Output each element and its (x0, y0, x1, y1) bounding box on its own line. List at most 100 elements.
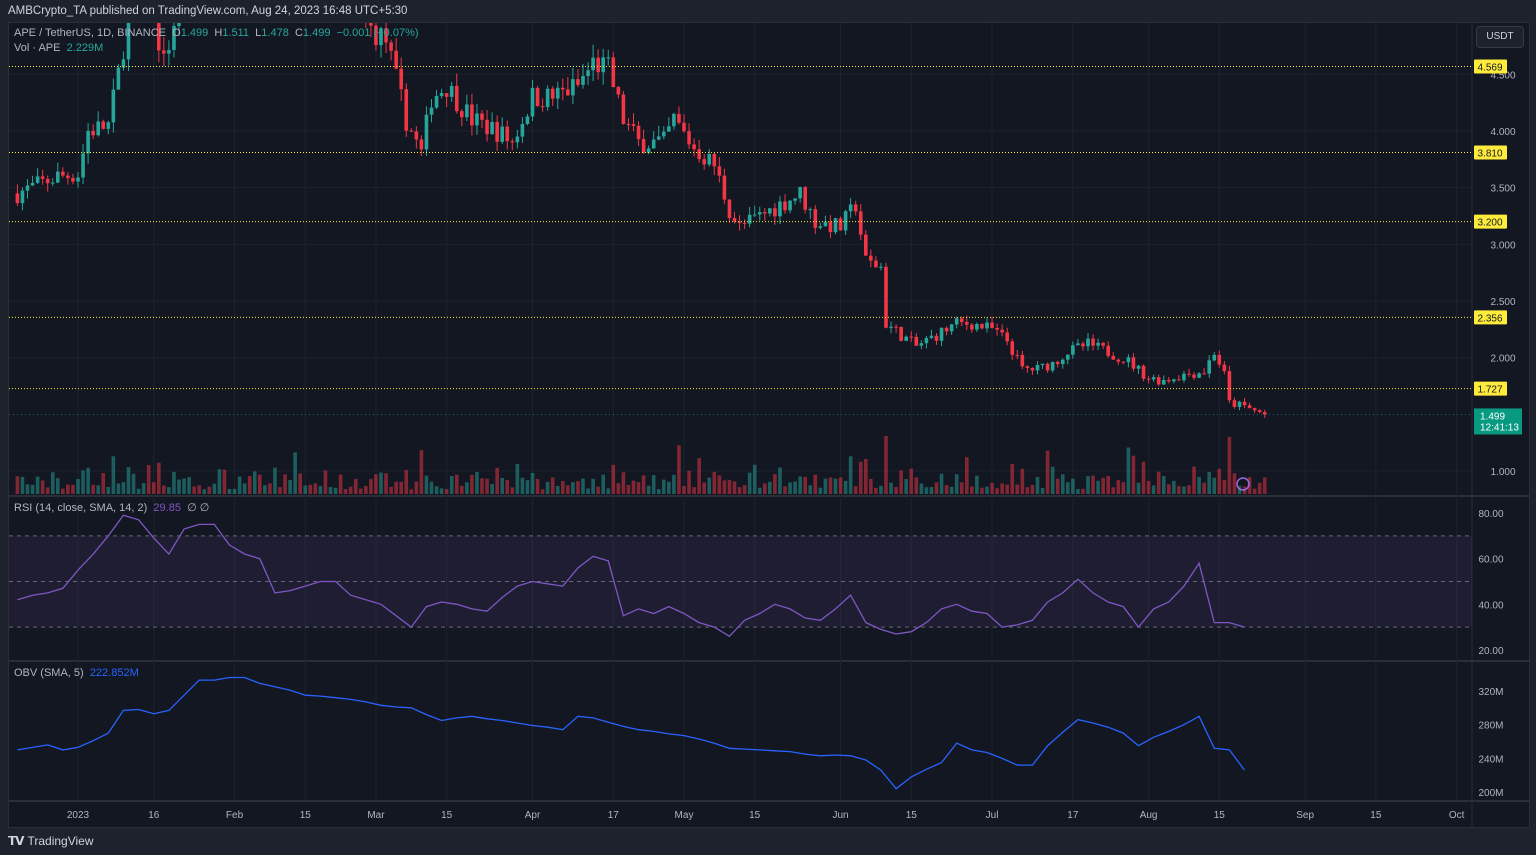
obv-legend[interactable]: OBV (SMA, 5) 222.852M (14, 667, 139, 679)
volume-bar (434, 486, 439, 494)
volume-bar (222, 469, 227, 494)
volume-bar (424, 475, 429, 494)
open-label: O (172, 27, 181, 39)
candle-body (949, 324, 954, 332)
volume-bar (677, 445, 681, 494)
volume-legend[interactable]: Vol · APE 2.229M (14, 42, 103, 54)
candle-body (1242, 401, 1247, 406)
volume-bar (212, 483, 217, 494)
volume-bar (500, 477, 504, 494)
rsi-axis-label: 80.00 (1478, 509, 1503, 520)
candle-body (727, 199, 732, 219)
candle-body (61, 171, 65, 176)
candle-body (722, 175, 727, 200)
candle-body (1045, 363, 1050, 371)
candle-body (1187, 373, 1191, 375)
volume-bar (1151, 485, 1156, 494)
candle-body (692, 144, 696, 150)
volume-bar (298, 473, 302, 494)
candle-body (454, 85, 459, 112)
candle-body (152, 18, 156, 19)
volume-bar (197, 485, 201, 494)
volume-bar (353, 478, 358, 494)
lightning-icon[interactable] (1236, 477, 1250, 491)
volume-bar (56, 478, 60, 494)
volume-bar (30, 484, 35, 494)
candle-body (601, 57, 605, 73)
candle-body (535, 87, 540, 107)
volume-bar (419, 450, 424, 494)
candle-body (354, 0, 358, 6)
candle-body (116, 67, 121, 90)
time-axis-label: Jun (832, 810, 848, 821)
candle-body (147, 0, 151, 18)
candle-body (1167, 379, 1171, 382)
volume-bar (15, 476, 20, 494)
footer-brand[interactable]: 𝗧𝗩 TradingView (8, 834, 94, 848)
candle-body (788, 200, 792, 211)
volume-bar (646, 485, 651, 494)
volume-bar (162, 485, 166, 494)
candle-body (939, 327, 944, 341)
candle-body (904, 336, 908, 341)
obv-axis-label: 280M (1478, 721, 1503, 732)
volume-bar (864, 459, 868, 494)
candle-body (106, 122, 111, 129)
rsi-legend[interactable]: RSI (14, close, SMA, 14, 2) 29.85 ∅ ∅ (14, 501, 209, 514)
volume-bar (318, 486, 323, 494)
obv-axis-label: 200M (1478, 788, 1503, 799)
symbol-title[interactable]: APE / TetherUS, 1D, BINANCE (14, 27, 167, 39)
volume-bar (293, 452, 297, 494)
time-axis-label: 15 (300, 810, 312, 821)
volume-bar (879, 485, 883, 494)
volume-bar (126, 467, 131, 494)
candle-body (76, 177, 80, 182)
volume-bar (732, 481, 737, 494)
volume-bar (1232, 473, 1237, 494)
tradingview-logo-icon: 𝗧𝗩 (8, 834, 25, 848)
volume-bar (91, 484, 95, 494)
candle-body (641, 139, 646, 153)
level-price-text: 3.810 (1477, 149, 1502, 160)
currency-button[interactable]: USDT (1476, 26, 1524, 48)
volume-bar (268, 483, 272, 494)
volume-bar (399, 481, 403, 494)
volume-bar (793, 481, 797, 494)
obv-label: OBV (SMA, 5) (14, 667, 84, 679)
candle-body (444, 93, 449, 97)
volume-bar (586, 488, 590, 494)
level-price-tag (1474, 214, 1507, 229)
candle-body (35, 176, 40, 183)
volume-bar (1000, 483, 1004, 494)
rsi-label: RSI (14, close, SMA, 14, 2) (14, 502, 148, 514)
candle-body (399, 68, 403, 90)
volume-bar (778, 467, 782, 494)
volume-bar (207, 486, 212, 494)
candle-body (505, 126, 510, 142)
candle-body (581, 76, 585, 85)
rsi-axis-label: 20.00 (1478, 646, 1503, 657)
candle-body (1111, 355, 1116, 360)
candle-body (121, 59, 126, 68)
level-price-tag (1474, 145, 1507, 160)
volume-bar (454, 474, 459, 494)
candle-body (470, 104, 474, 126)
candle-body (783, 201, 787, 211)
candle-body (889, 326, 893, 328)
volume-bar (50, 472, 55, 494)
symbol-legend[interactable]: APE / TetherUS, 1D, BINANCE O1.499 H1.51… (14, 27, 419, 39)
chart-area[interactable] (8, 22, 1530, 828)
candle-body (768, 208, 772, 214)
volume-bar (944, 485, 949, 494)
volume-bar (980, 487, 984, 494)
candle-body (525, 116, 530, 124)
volume-bar (40, 480, 45, 494)
candle-body (1156, 377, 1161, 385)
obv-axis-label: 240M (1478, 754, 1503, 765)
last-price-tag (1474, 408, 1522, 435)
candle-body (1161, 379, 1166, 385)
price-axis-label: 4.500 (1490, 70, 1515, 81)
candle-body (530, 87, 535, 117)
volume-bar (394, 481, 398, 494)
